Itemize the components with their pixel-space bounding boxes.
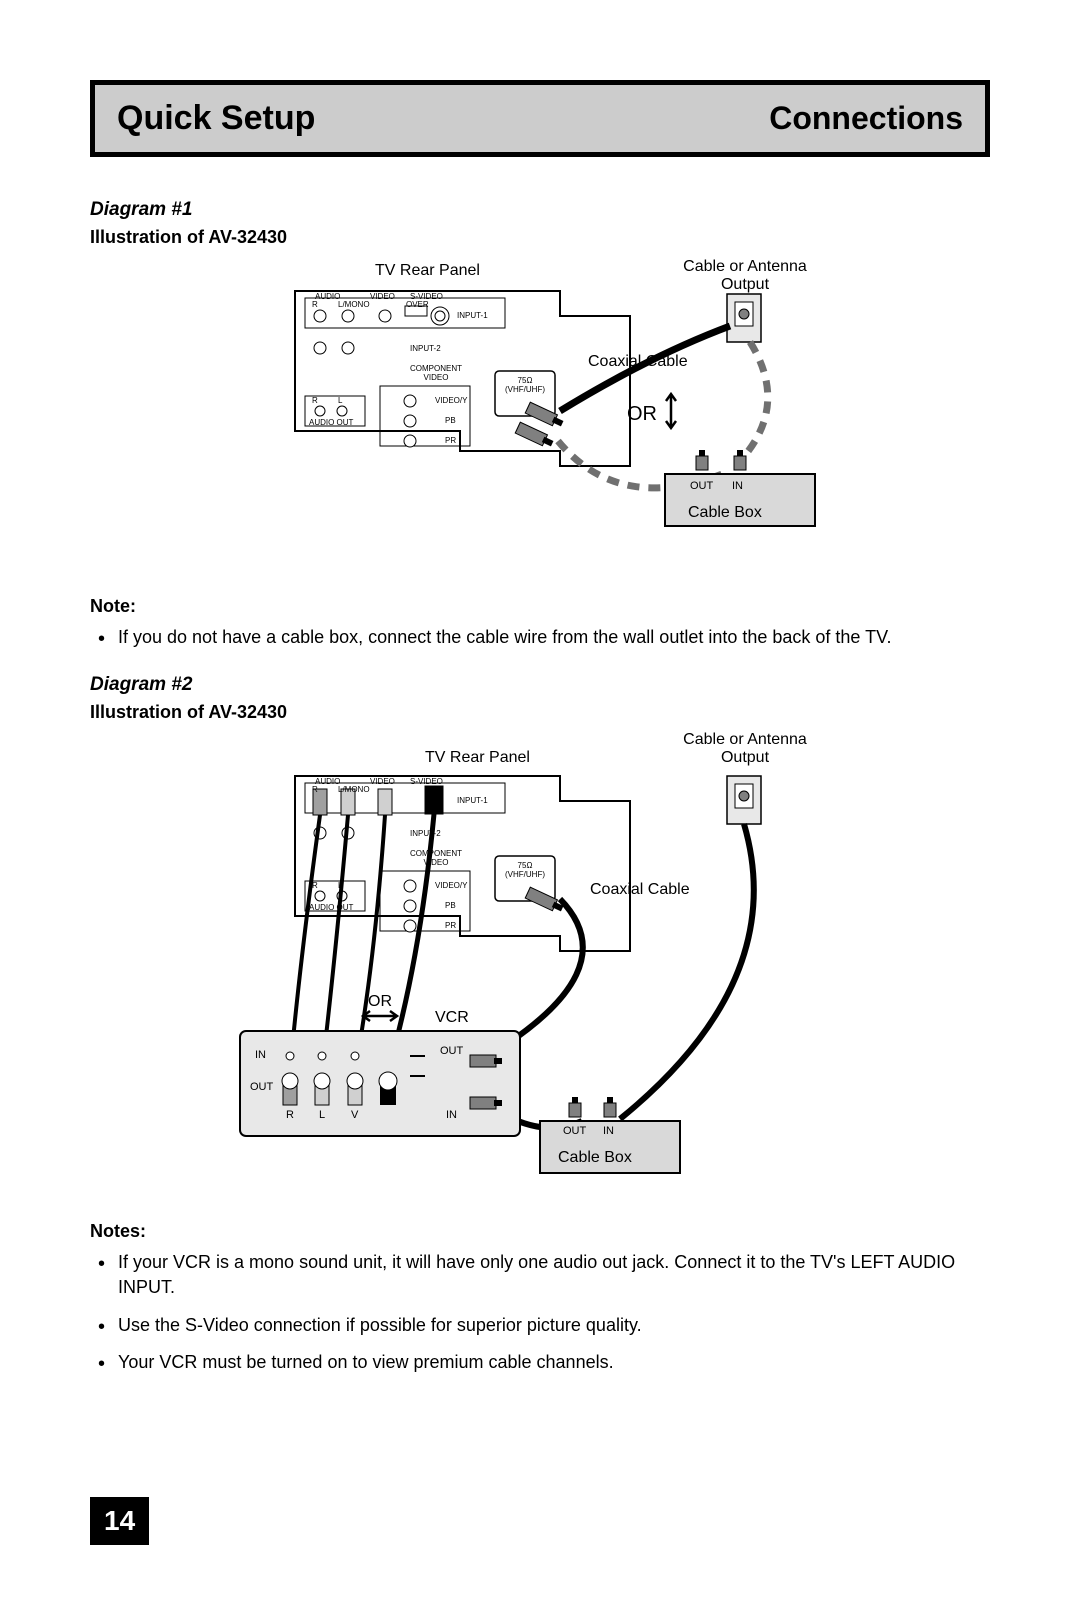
d1-coaxial-cable: Coaxial Cable [588, 353, 688, 371]
d2-cablebox-label: Cable Box [558, 1149, 632, 1167]
d1-input2: INPUT-2 [410, 344, 441, 353]
d2-tv-rear-panel: TV Rear Panel [425, 749, 530, 767]
d2-cablebox-in: IN [603, 1125, 614, 1137]
d2-input1: INPUT-1 [457, 796, 488, 805]
d2-r2: R [312, 881, 318, 890]
d2-note-item-2: Your VCR must be turned on to view premi… [118, 1350, 990, 1375]
diagram-2-section: Diagram #2 Illustration of AV-32430 [90, 674, 990, 1375]
page-number: 14 [90, 1497, 149, 1545]
diagram-1-section: Diagram #1 Illustration of AV-32430 [90, 199, 990, 650]
diagram-2-svg [90, 731, 990, 1191]
d1-lmono: L/MONO [338, 300, 370, 309]
d2-vcr-v: V [351, 1109, 358, 1121]
d1-r: R [312, 300, 318, 309]
diagram-2-illustration-title: Illustration of AV-32430 [90, 702, 990, 723]
d2-or-label: OR [368, 993, 392, 1011]
d2-vcr-out-side: OUT [250, 1081, 273, 1093]
d1-cablebox-in: IN [732, 480, 743, 492]
d2-note-heading: Notes: [90, 1221, 990, 1242]
d2-vcr-in: IN [255, 1049, 266, 1061]
d2-pr: PR [445, 921, 456, 930]
d1-notes-list: If you do not have a cable box, connect … [90, 625, 990, 650]
d1-pb: PB [445, 416, 456, 425]
d1-tv-rear-panel: TV Rear Panel [375, 262, 480, 280]
d1-r2: R [312, 396, 318, 405]
d2-vcr-l: L [319, 1109, 325, 1121]
diagram-1-label: Diagram #1 [90, 199, 990, 221]
d1-pr: PR [445, 436, 456, 445]
d2-l: L [338, 881, 342, 890]
d2-svideo: S-VIDEO [410, 777, 443, 786]
d1-cablebox-label: Cable Box [688, 504, 762, 522]
d1-input1: INPUT-1 [457, 311, 488, 320]
d1-impedance: 75Ω (VHF/UHF) [505, 376, 545, 394]
page-header: Quick Setup Connections [90, 80, 990, 157]
d2-cablebox-out: OUT [563, 1125, 586, 1137]
d2-note-item-0: If your VCR is a mono sound unit, it wil… [118, 1250, 990, 1300]
header-right-title: Connections [769, 100, 963, 137]
d2-audio: AUDIO [315, 777, 340, 786]
d2-cable-antenna-output: Cable or Antenna Output [670, 731, 820, 767]
diagram-1-figure: TV Rear Panel Cable or Antenna Output Co… [90, 256, 990, 566]
d2-r: R [312, 785, 318, 794]
diagram-1-illustration-title: Illustration of AV-32430 [90, 227, 990, 248]
d2-vcr-in-bottom: IN [446, 1109, 457, 1121]
d1-note-item: If you do not have a cable box, connect … [118, 625, 990, 650]
d1-component: COMPONENT VIDEO [410, 364, 462, 382]
d1-video: VIDEO [370, 292, 395, 301]
d1-cablebox-out: OUT [690, 480, 713, 492]
d2-lmono: L/MONO [338, 785, 370, 794]
d2-video: VIDEO [370, 777, 395, 786]
d1-or-label: OR [627, 403, 657, 426]
d2-note-item-1: Use the S-Video connection if possible f… [118, 1313, 990, 1338]
diagram-1-svg [90, 256, 990, 566]
d2-coaxial-cable: Coaxial Cable [590, 881, 690, 899]
diagram-2-label: Diagram #2 [90, 674, 990, 696]
d1-cable-antenna-output: Cable or Antenna Output [680, 258, 810, 294]
d2-notes-list: If your VCR is a mono sound unit, it wil… [90, 1250, 990, 1375]
d2-videoy: VIDEO/Y [435, 881, 467, 890]
diagram-2-figure: TV Rear Panel Cable or Antenna Output Co… [90, 731, 990, 1191]
d2-component: COMPONENT VIDEO [410, 849, 462, 867]
d1-audio: AUDIO [315, 292, 340, 301]
d1-videoy: VIDEO/Y [435, 396, 467, 405]
d2-impedance: 75Ω (VHF/UHF) [505, 861, 545, 879]
d1-over: OVER [406, 300, 429, 309]
header-left-title: Quick Setup [117, 99, 315, 138]
d1-audioout: AUDIO OUT [309, 418, 353, 427]
d1-l: L [338, 396, 342, 405]
d2-audioout: AUDIO OUT [309, 903, 353, 912]
d2-vcr-label: VCR [435, 1009, 469, 1027]
d2-pb: PB [445, 901, 456, 910]
d2-vcr-r: R [286, 1109, 294, 1121]
d2-input2: INPUT-2 [410, 829, 441, 838]
d1-note-heading: Note: [90, 596, 990, 617]
d2-vcr-out-top: OUT [440, 1045, 463, 1057]
